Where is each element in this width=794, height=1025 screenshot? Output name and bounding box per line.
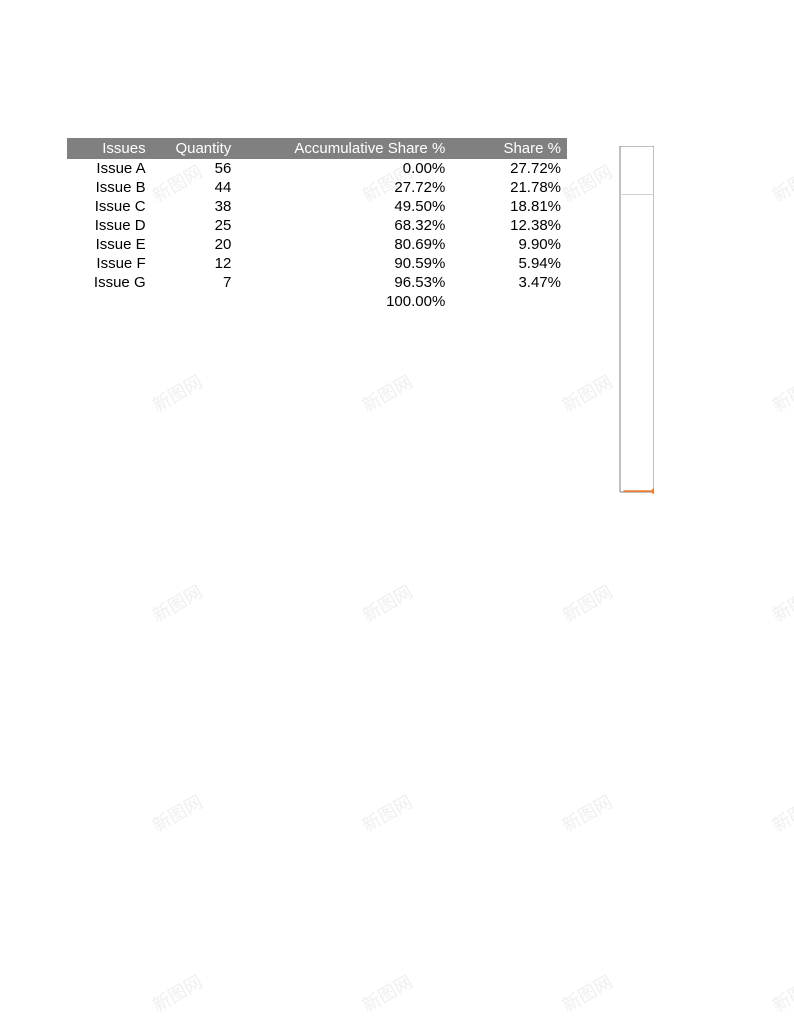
table-cell: 90.59% [237,254,451,273]
table-cell: 27.72% [237,178,451,197]
table-cell: 56 [152,159,238,178]
table-cell: Issue D [67,216,152,235]
table-cell: 44 [152,178,238,197]
watermark-text: 新图网 [557,968,617,1018]
col-header-issues: Issues [67,138,152,159]
table-cell: 21.78% [451,178,567,197]
watermark-text: 新图网 [557,578,617,628]
table-cell: 27.72% [451,159,567,178]
watermark-text: 新图网 [357,968,417,1018]
table-cell: 25 [152,216,238,235]
table-cell: 18.81% [451,197,567,216]
table-cell: 49.50% [237,197,451,216]
table-row: Issue C3849.50%18.81% [67,197,567,216]
table-cell [451,292,567,311]
watermark-text: 新图网 [357,578,417,628]
table-cell: 9.90% [451,235,567,254]
chart-svg [608,146,654,498]
watermark-text: 新图网 [357,368,417,418]
pareto-table: Issues Quantity Accumulative Share % Sha… [67,138,567,311]
table-header-row: Issues Quantity Accumulative Share % Sha… [67,138,567,159]
table-cell: 80.69% [237,235,451,254]
table-cell: Issue A [67,159,152,178]
table-row: 100.00% [67,292,567,311]
table-cell: 96.53% [237,273,451,292]
watermark-text: 新图网 [767,578,794,628]
table-row: Issue B4427.72%21.78% [67,178,567,197]
table-row: Issue E2080.69%9.90% [67,235,567,254]
table-cell: Issue F [67,254,152,273]
watermark-text: 新图网 [147,368,207,418]
watermark-text: 新图网 [147,578,207,628]
data-table: Issues Quantity Accumulative Share % Sha… [67,138,567,311]
watermark-text: 新图网 [147,968,207,1018]
table-cell: 0.00% [237,159,451,178]
table-cell: Issue B [67,178,152,197]
watermark-text: 新图网 [767,158,794,208]
table-row: Issue G796.53%3.47% [67,273,567,292]
watermark-text: 新图网 [557,788,617,838]
table-cell: Issue E [67,235,152,254]
col-header-share: Share % [451,138,567,159]
table-cell: 20 [152,235,238,254]
col-header-quantity: Quantity [152,138,238,159]
table-cell: 7 [152,273,238,292]
table-cell: 5.94% [451,254,567,273]
watermark-text: 新图网 [767,968,794,1018]
watermark-text: 新图网 [767,368,794,418]
table-cell: 38 [152,197,238,216]
pareto-chart-fragment [608,146,654,502]
table-row: Issue F1290.59%5.94% [67,254,567,273]
table-cell: 12 [152,254,238,273]
watermark-text: 新图网 [767,788,794,838]
table-cell: 100.00% [237,292,451,311]
table-cell: Issue G [67,273,152,292]
table-cell: 12.38% [451,216,567,235]
table-row: Issue A560.00%27.72% [67,159,567,178]
watermark-text: 新图网 [147,788,207,838]
table-cell [152,292,238,311]
table-cell: 68.32% [237,216,451,235]
table-cell: Issue C [67,197,152,216]
table-row: Issue D2568.32%12.38% [67,216,567,235]
watermark-text: 新图网 [357,788,417,838]
col-header-accumulative-share: Accumulative Share % [237,138,451,159]
table-cell [67,292,152,311]
table-cell: 3.47% [451,273,567,292]
